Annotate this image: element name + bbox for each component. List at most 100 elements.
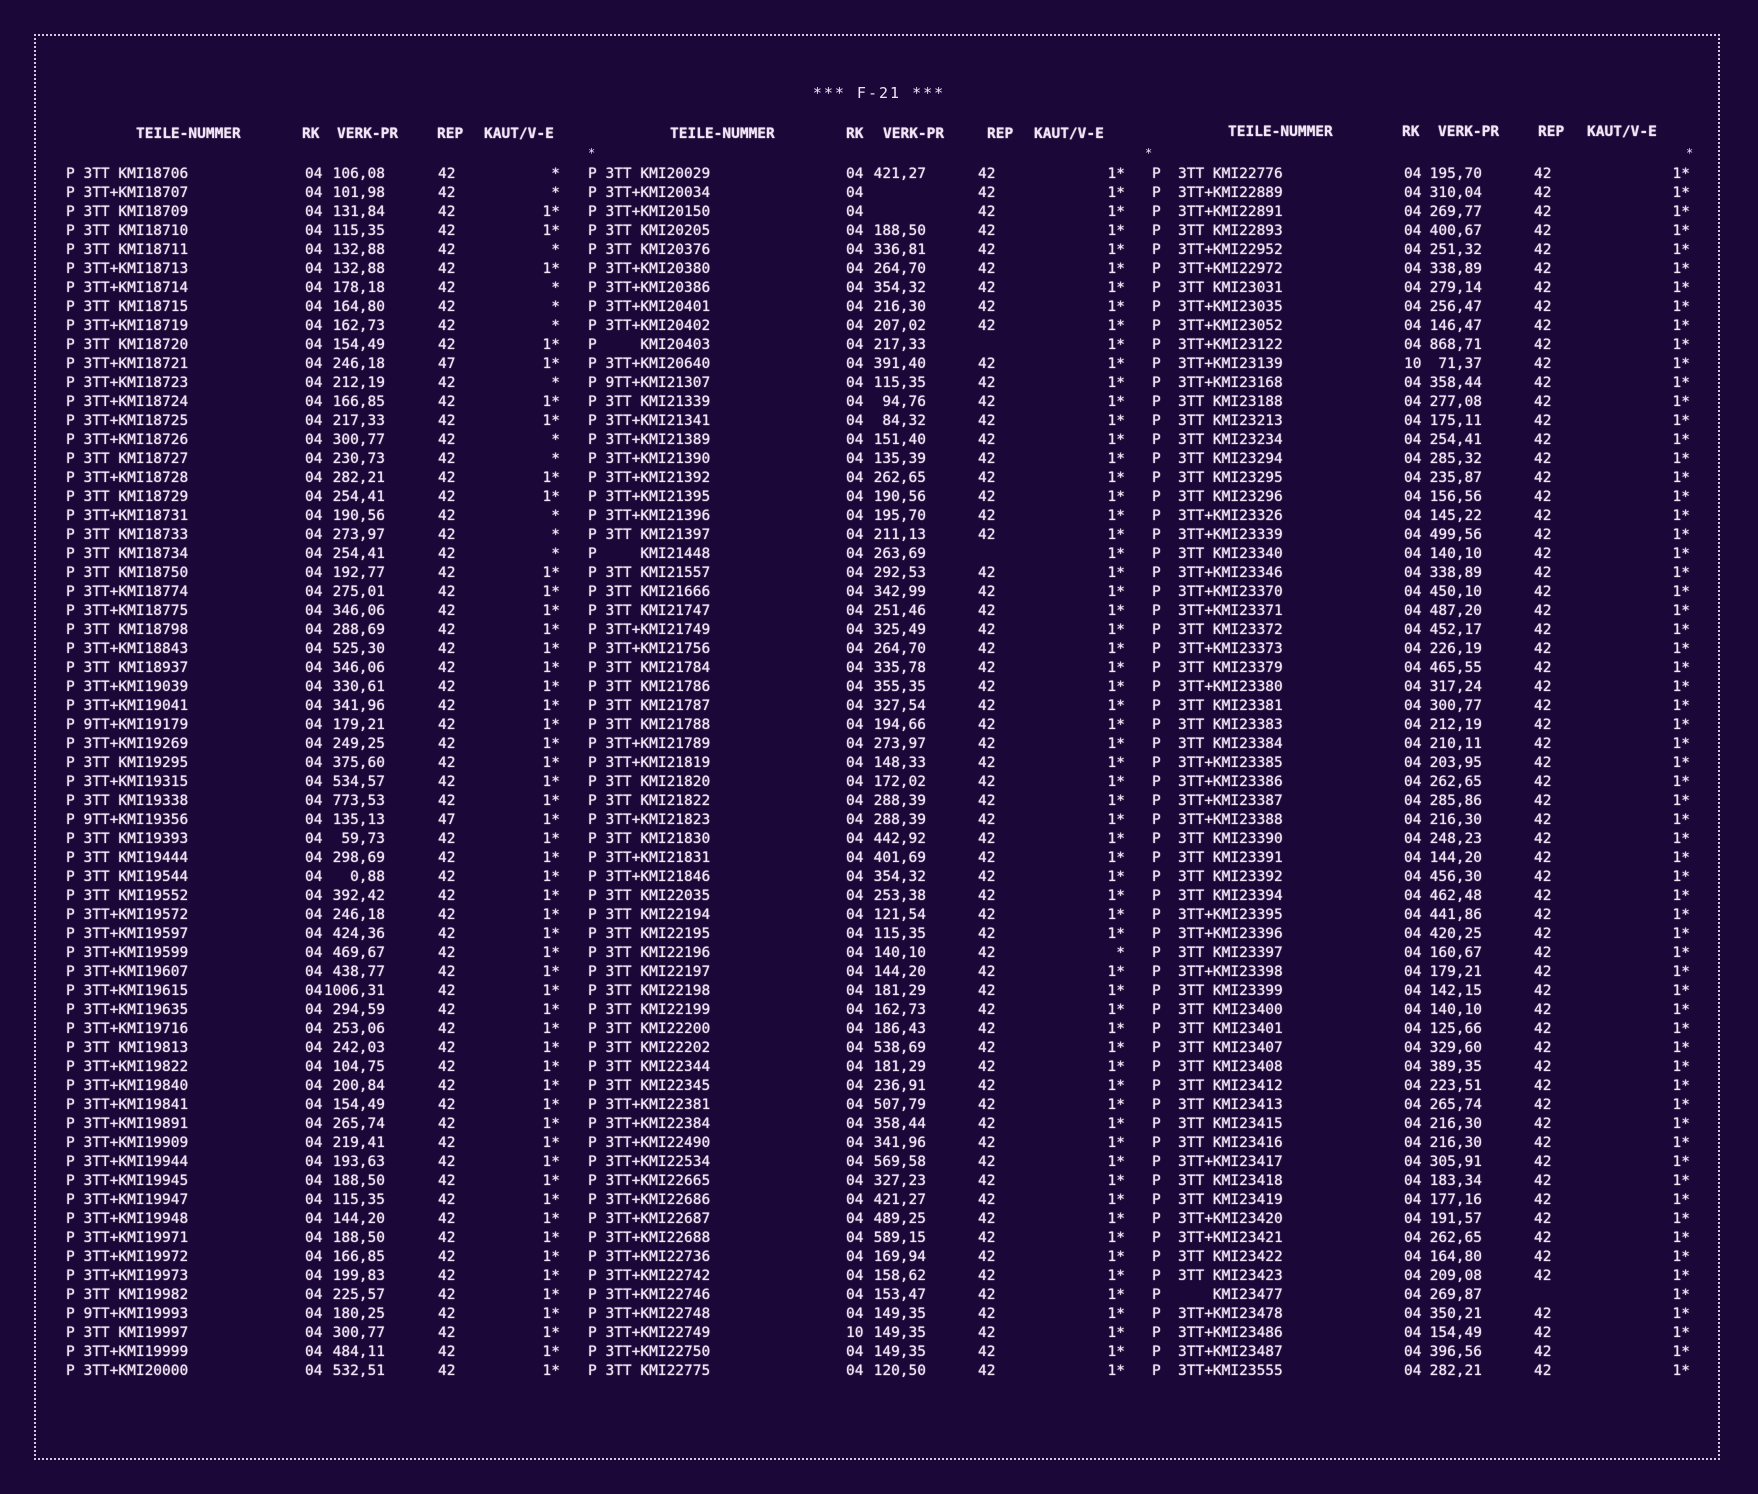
part-prefix: P bbox=[1152, 318, 1161, 334]
price-value: 145,22 bbox=[1429, 508, 1482, 524]
rk-value: 04 bbox=[1404, 527, 1422, 543]
rk-value: 04 bbox=[846, 527, 864, 543]
rk-value: 04 bbox=[305, 413, 323, 429]
part-number: P 3TT KMI20376 bbox=[588, 242, 711, 258]
part-number: 3TT+KMI23387 bbox=[1178, 793, 1283, 809]
part-number: P 9TT+KMI21307 bbox=[588, 375, 711, 391]
rep-value: 42 bbox=[978, 717, 996, 733]
kaut-value: 1* bbox=[1672, 356, 1690, 372]
rep-value: 42 bbox=[978, 166, 996, 182]
price-value: 142,15 bbox=[1429, 983, 1482, 999]
part-number: P 3TT+KMI19945 bbox=[66, 1173, 189, 1189]
rep-value: 42 bbox=[438, 1268, 456, 1284]
part-number: P 3TT+KMI22750 bbox=[588, 1344, 711, 1360]
part-prefix: P bbox=[1152, 736, 1161, 752]
part-number: P 3TT+KMI22742 bbox=[588, 1268, 711, 1284]
rk-value: 04 bbox=[1404, 1154, 1422, 1170]
price-value: 469,67 bbox=[332, 945, 385, 961]
kaut-value: * bbox=[551, 166, 560, 182]
rep-value: 42 bbox=[438, 242, 456, 258]
price-value: 329,60 bbox=[1429, 1040, 1482, 1056]
rep-value: 42 bbox=[438, 907, 456, 923]
part-prefix: P bbox=[1152, 717, 1161, 733]
price-value: 140,10 bbox=[873, 945, 926, 961]
kaut-value: 1* bbox=[1672, 964, 1690, 980]
price-value: 156,56 bbox=[1429, 489, 1482, 505]
rk-value: 04 bbox=[846, 432, 864, 448]
part-prefix: P bbox=[1152, 489, 1161, 505]
price-value: 253,38 bbox=[873, 888, 926, 904]
kaut-value: 1* bbox=[1672, 755, 1690, 771]
kaut-value: 1* bbox=[542, 261, 560, 277]
part-prefix: P bbox=[1152, 1173, 1161, 1189]
part-number: P 3TT+KMI19999 bbox=[66, 1344, 189, 1360]
kaut-value: 1* bbox=[542, 926, 560, 942]
kaut-value: 1* bbox=[1672, 907, 1690, 923]
part-number: P 3TT+KMI20034 bbox=[588, 185, 711, 201]
part-number: 3TT KMI23384 bbox=[1178, 736, 1283, 752]
price-value: 199,83 bbox=[332, 1268, 385, 1284]
rk-value: 04 bbox=[305, 869, 323, 885]
price-value: 144,20 bbox=[332, 1211, 385, 1227]
kaut-value: 1* bbox=[1672, 1059, 1690, 1075]
kaut-value: 1* bbox=[542, 1363, 560, 1379]
kaut-value: 1* bbox=[1672, 1154, 1690, 1170]
rep-value: 42 bbox=[1534, 831, 1552, 847]
part-number: P 3TT+KMI19599 bbox=[66, 945, 189, 961]
rk-value: 04 bbox=[305, 508, 323, 524]
rep-value: 42 bbox=[1534, 451, 1552, 467]
kaut-value: 1* bbox=[542, 736, 560, 752]
part-number: P 3TT+KMI22686 bbox=[588, 1192, 711, 1208]
part-number: P 3TT+KMI19971 bbox=[66, 1230, 189, 1246]
rep-value: 42 bbox=[438, 679, 456, 695]
kaut-value: 1* bbox=[1107, 736, 1125, 752]
price-value: 212,19 bbox=[1429, 717, 1482, 733]
part-prefix: P bbox=[1152, 166, 1161, 182]
price-value: 71,37 bbox=[1438, 356, 1482, 372]
kaut-value: 1* bbox=[1672, 1021, 1690, 1037]
rep-value: 42 bbox=[978, 1097, 996, 1113]
rk-value: 04 bbox=[846, 1249, 864, 1265]
kaut-value: 1* bbox=[1672, 1078, 1690, 1094]
part-prefix: P bbox=[1152, 508, 1161, 524]
rep-value: 42 bbox=[438, 1135, 456, 1151]
part-prefix: P bbox=[1152, 1040, 1161, 1056]
part-prefix: P bbox=[1152, 1344, 1161, 1360]
rk-value: 04 bbox=[1404, 774, 1422, 790]
kaut-value: 1* bbox=[542, 413, 560, 429]
part-number: P 3TT+KMI18843 bbox=[66, 641, 189, 657]
kaut-value: 1* bbox=[1672, 888, 1690, 904]
rep-value: 42 bbox=[1534, 964, 1552, 980]
part-number: 3TT KMI23407 bbox=[1178, 1040, 1283, 1056]
rep-value: 42 bbox=[978, 755, 996, 771]
kaut-value: 1* bbox=[1672, 394, 1690, 410]
part-number: P 3TT+KMI18721 bbox=[66, 356, 189, 372]
rk-value: 04 bbox=[846, 603, 864, 619]
rk-value: 04 bbox=[846, 774, 864, 790]
price-value: 121,54 bbox=[873, 907, 926, 923]
part-number: P 3TT+KMI18725 bbox=[66, 413, 189, 429]
price-value: 389,35 bbox=[1429, 1059, 1482, 1075]
kaut-value: * bbox=[551, 299, 560, 315]
rep-value: 42 bbox=[438, 1363, 456, 1379]
rk-value: 04 bbox=[1404, 603, 1422, 619]
kaut-value: 1* bbox=[1107, 1097, 1125, 1113]
part-prefix: P bbox=[1152, 546, 1161, 562]
part-number: P 3TT KMI22344 bbox=[588, 1059, 711, 1075]
part-number: P 3TT+KMI21389 bbox=[588, 432, 711, 448]
price-value: 300,77 bbox=[332, 432, 385, 448]
price-value: 115,35 bbox=[873, 926, 926, 942]
rep-value: 42 bbox=[438, 1325, 456, 1341]
rep-value: 42 bbox=[438, 660, 456, 676]
rep-value: 42 bbox=[438, 850, 456, 866]
kaut-value: 1* bbox=[1672, 432, 1690, 448]
part-number: P 3TT+KMI22381 bbox=[588, 1097, 711, 1113]
kaut-value: 1* bbox=[1107, 1078, 1125, 1094]
kaut-value: 1* bbox=[1672, 470, 1690, 486]
price-value: 166,85 bbox=[332, 1249, 385, 1265]
kaut-value: 1* bbox=[542, 603, 560, 619]
rk-value: 04 bbox=[305, 1021, 323, 1037]
part-prefix: P bbox=[1152, 983, 1161, 999]
rk-value: 04 bbox=[846, 1078, 864, 1094]
rep-value: 42 bbox=[1534, 1078, 1552, 1094]
